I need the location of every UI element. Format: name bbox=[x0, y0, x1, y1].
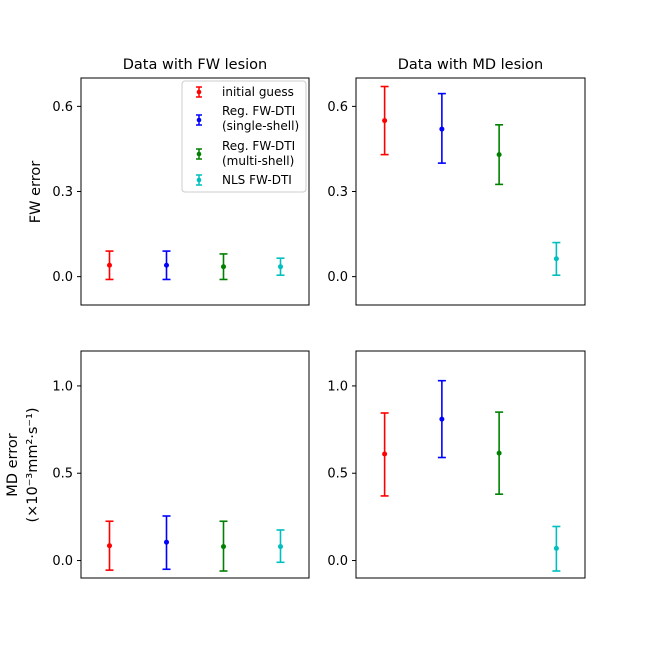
legend-label: initial guess bbox=[222, 85, 294, 99]
errorbar-1 bbox=[105, 250, 114, 281]
legend-marker-point bbox=[196, 89, 202, 95]
panel-title: Data with MD lesion bbox=[398, 57, 543, 73]
legend-frame bbox=[181, 80, 307, 193]
y-tick-label: 0.5 bbox=[327, 467, 348, 482]
axes-frame bbox=[355, 350, 586, 579]
legend-item-4: NLS FW-DTI bbox=[196, 173, 292, 187]
errorbar-2 bbox=[162, 515, 171, 571]
data-point bbox=[496, 450, 502, 456]
data-point bbox=[553, 256, 559, 262]
legend-label: Reg. FW-DTI (single-shell) bbox=[222, 104, 299, 133]
y-axis-label-md: MD error bbox=[5, 433, 21, 496]
data-point bbox=[382, 118, 388, 124]
legend-label: NLS FW-DTI bbox=[222, 173, 292, 187]
errorbar-4 bbox=[552, 525, 561, 572]
legend-marker-point bbox=[196, 177, 202, 183]
errorbar-1 bbox=[380, 85, 389, 156]
y-axis-label-md-units: (×10⁻³mm²·s⁻¹) bbox=[25, 407, 41, 522]
legend-item-1: initial guess bbox=[196, 85, 294, 99]
legend-marker-point bbox=[196, 117, 202, 123]
data-point bbox=[439, 416, 445, 422]
data-point bbox=[107, 543, 112, 549]
panel-1: Data with FW lesion 0.0 0.3 0.6 bbox=[52, 57, 310, 306]
data-point bbox=[439, 126, 445, 132]
data-point bbox=[278, 544, 283, 550]
y-tick-label: 0.6 bbox=[327, 100, 348, 115]
errorbar-1 bbox=[380, 412, 389, 497]
data-point bbox=[221, 544, 226, 550]
errorbar-2 bbox=[162, 250, 171, 281]
legend-item-2: Reg. FW-DTI (single-shell) bbox=[196, 104, 299, 133]
y-tick-label: 0.0 bbox=[52, 270, 73, 285]
errorbar-2 bbox=[437, 379, 446, 459]
legend-item-3: Reg. FW-DTI (multi-shell) bbox=[196, 139, 295, 168]
legend-label: Reg. FW-DTI (multi-shell) bbox=[222, 139, 295, 168]
data-point bbox=[382, 451, 388, 457]
data-point bbox=[496, 152, 502, 158]
errorbar-4 bbox=[276, 257, 285, 277]
y-tick-label: 0.0 bbox=[327, 554, 348, 569]
data-point bbox=[553, 545, 559, 551]
errorbar-3 bbox=[219, 253, 228, 281]
data-point bbox=[164, 539, 169, 545]
axes-frame bbox=[80, 350, 310, 579]
y-tick-label: 1.0 bbox=[52, 379, 73, 394]
panel-title: Data with FW lesion bbox=[123, 57, 267, 73]
errorbar-3 bbox=[495, 124, 504, 186]
panel-2: Data with MD lesion 0.0 0.3 0.6 bbox=[327, 57, 586, 306]
data-point bbox=[164, 262, 169, 268]
legend-marker-point bbox=[196, 151, 202, 157]
legend: initial guess Reg. FW-DTI (single-shell) Re… bbox=[181, 80, 307, 193]
errorbar-3 bbox=[219, 520, 228, 572]
y-tick-label: 0.3 bbox=[327, 185, 348, 200]
errorbar-2 bbox=[437, 92, 446, 164]
y-tick-label: 1.0 bbox=[327, 379, 348, 394]
data-point bbox=[278, 264, 283, 270]
errorbar-4 bbox=[552, 241, 561, 277]
data-point bbox=[107, 262, 112, 268]
panel-4: 0.0 0.5 1.0 bbox=[327, 350, 586, 579]
errorbar-4 bbox=[276, 529, 285, 564]
y-tick-label: 0.3 bbox=[52, 185, 73, 200]
errorbar-3 bbox=[495, 411, 504, 495]
y-tick-label: 0.0 bbox=[327, 270, 348, 285]
y-tick-label: 0.6 bbox=[52, 100, 73, 115]
y-tick-label: 0.5 bbox=[52, 467, 73, 482]
panel-3: 0.0 0.5 1.0 bbox=[52, 350, 310, 579]
data-point bbox=[221, 264, 226, 270]
errorbar-1 bbox=[105, 520, 114, 571]
y-axis-label-fw: FW error bbox=[28, 161, 44, 223]
y-tick-label: 0.0 bbox=[52, 554, 73, 569]
